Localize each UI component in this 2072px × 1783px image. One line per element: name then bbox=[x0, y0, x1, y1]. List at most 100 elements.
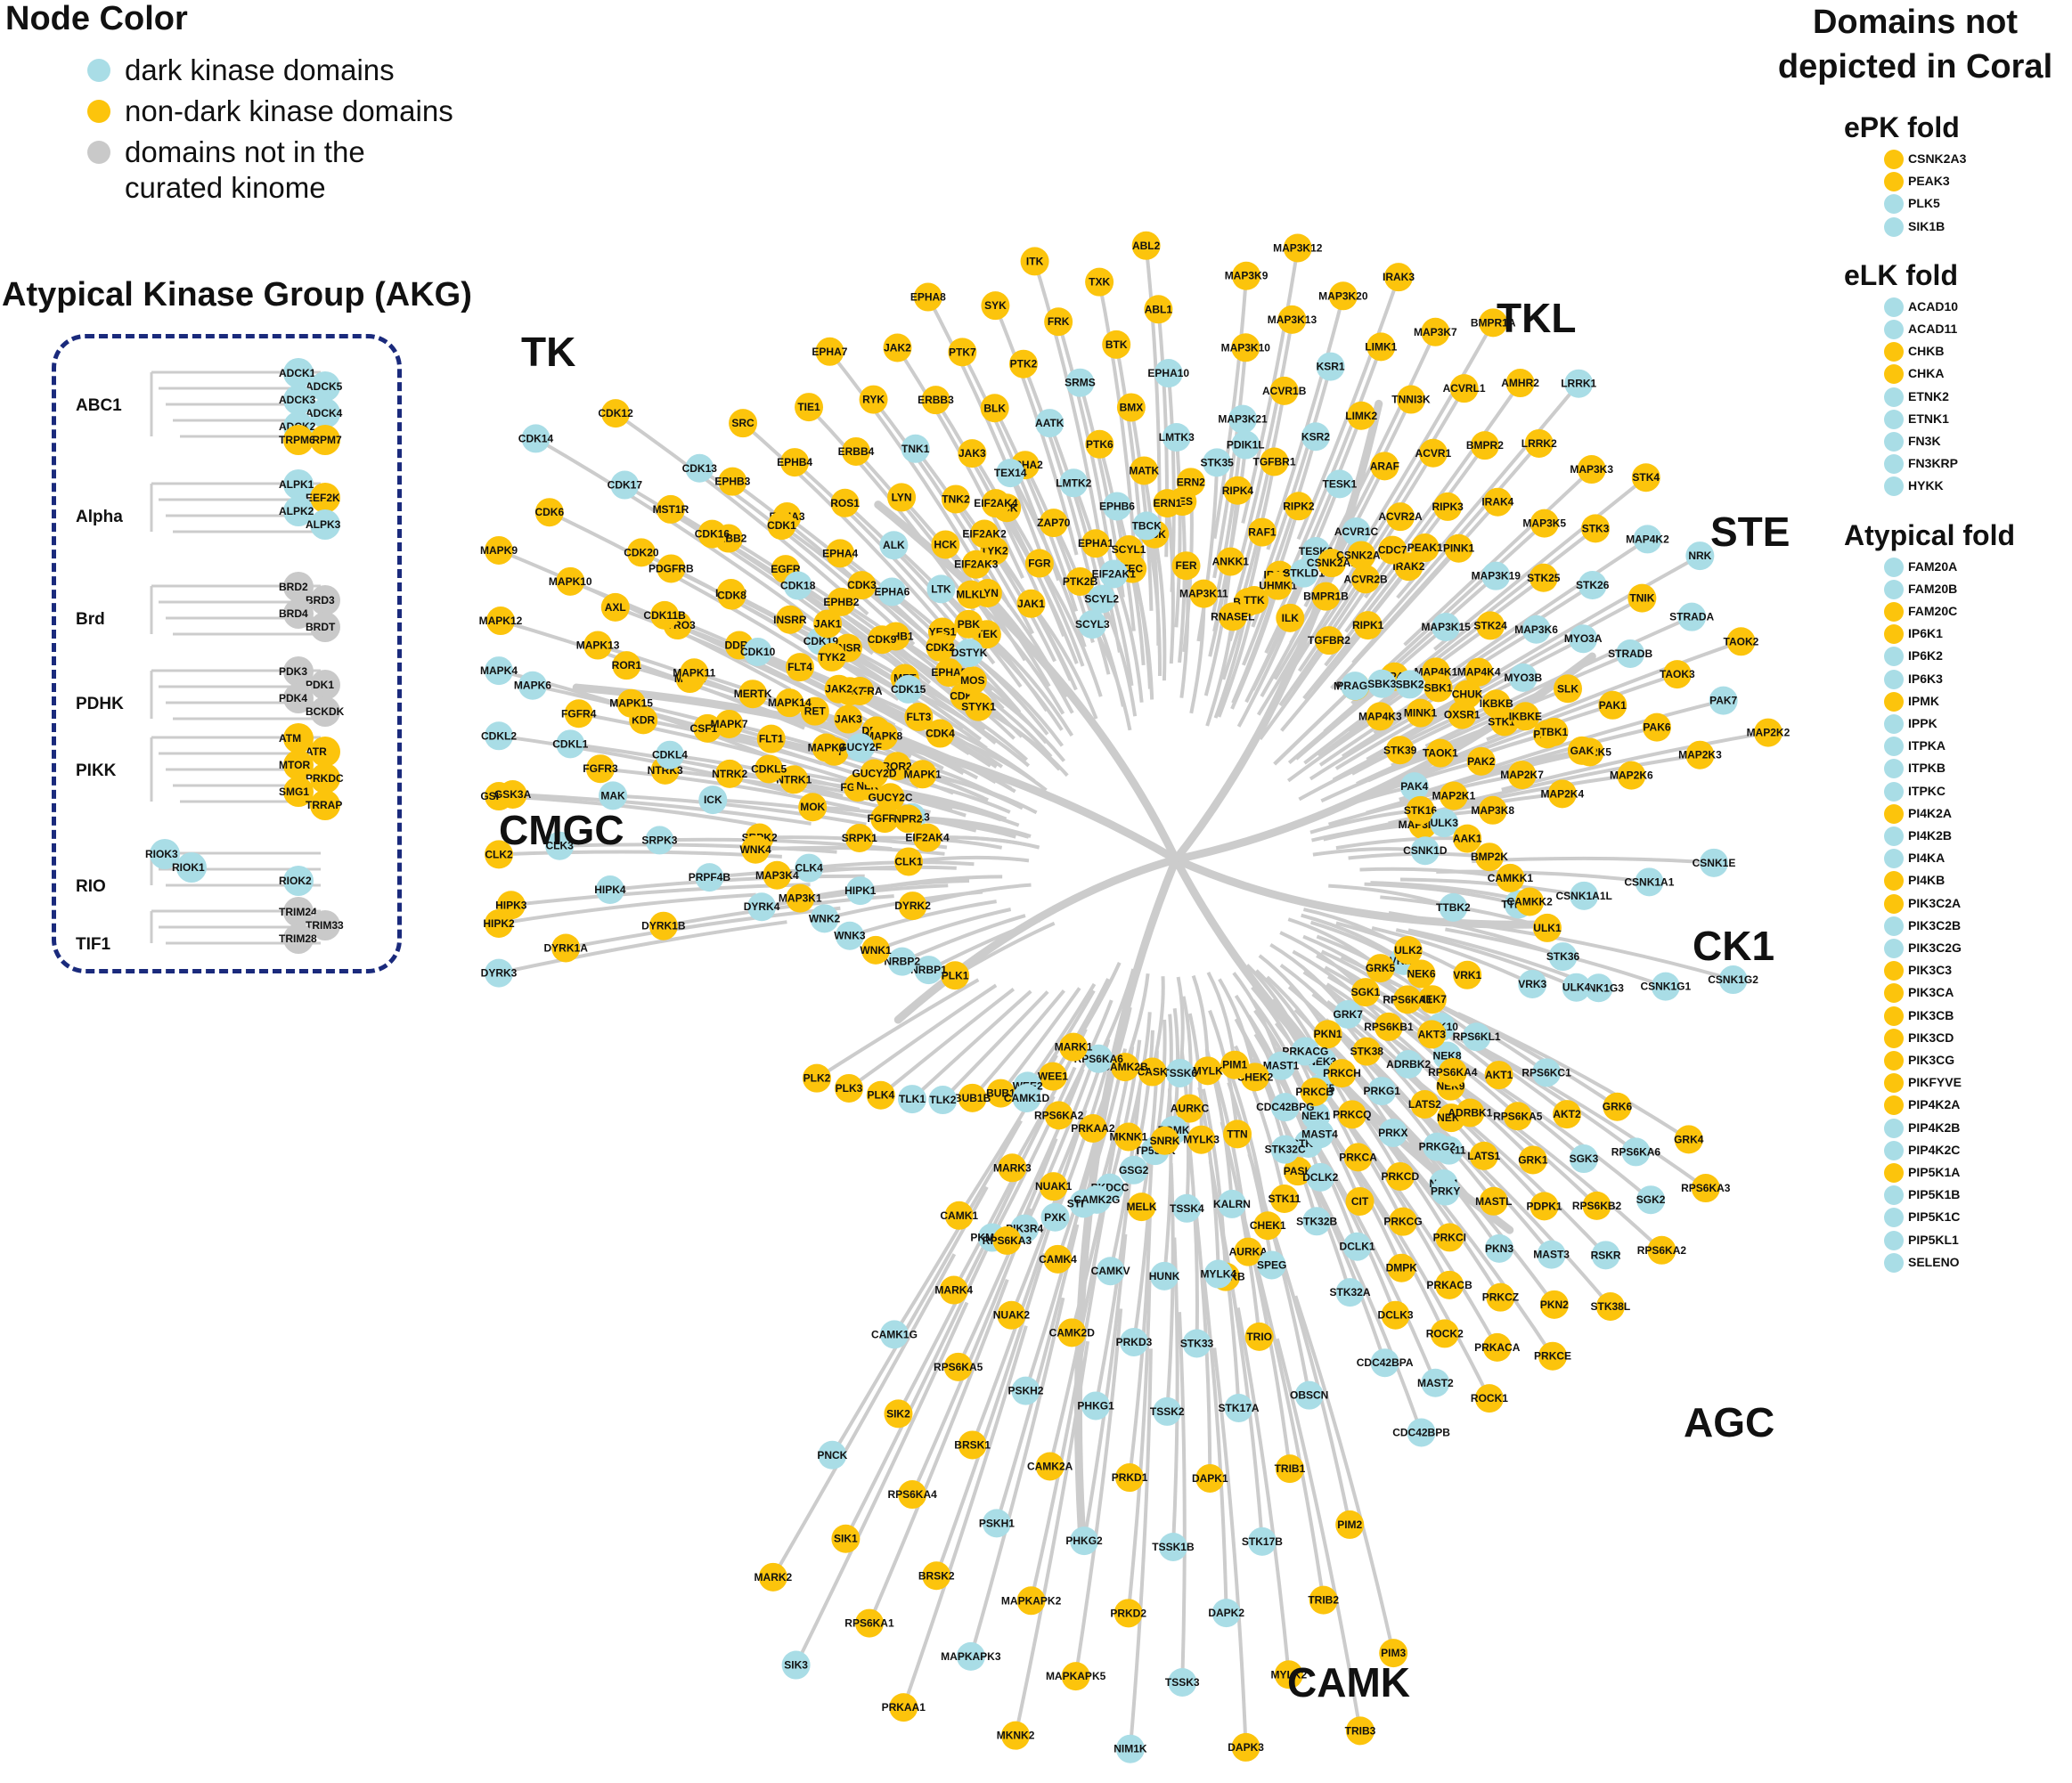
akg-node-brd3 bbox=[310, 585, 340, 615]
kinase-label: ROR2 bbox=[882, 760, 912, 772]
kinase-node-csnk1e bbox=[1699, 848, 1728, 877]
kinase-node-brsk2 bbox=[922, 1561, 951, 1591]
kinase-label: CAMK1G bbox=[871, 1328, 918, 1340]
kinase-node-tssk3 bbox=[1168, 1667, 1197, 1697]
kinase-node-flt3 bbox=[904, 703, 934, 732]
kinase-label: MINK1 bbox=[1404, 707, 1438, 720]
kinase-label: PTK6 bbox=[1086, 438, 1113, 451]
kinase-label: PRKCD bbox=[1381, 1170, 1419, 1183]
kinase-label: MAP2K3 bbox=[1678, 749, 1722, 761]
side-dot-itpkc bbox=[1884, 781, 1904, 802]
kinase-label: AKT3 bbox=[1418, 1028, 1447, 1040]
kinase-node-amhr2 bbox=[1505, 369, 1535, 398]
branch-line bbox=[975, 563, 1068, 698]
side-section-elk-fold: eLK fold bbox=[1844, 258, 1958, 291]
kinase-node-fgfr4 bbox=[564, 699, 593, 729]
kinase-label: CDK1 bbox=[767, 519, 796, 532]
kinase-node-csf1r bbox=[693, 713, 722, 743]
kinase-label: MOS bbox=[960, 674, 984, 687]
kinase-node-trio bbox=[1244, 1322, 1274, 1351]
kinase-node-ripk4 bbox=[1223, 476, 1252, 505]
branch-line bbox=[1434, 537, 1649, 685]
kinase-node-wee1 bbox=[1038, 1062, 1067, 1091]
kinase-node-pim3 bbox=[1379, 1639, 1408, 1668]
kinase-label: SBK3 bbox=[1367, 678, 1396, 690]
kinase-label: RNASEL bbox=[1211, 610, 1254, 623]
kinase-label: FGFR4 bbox=[561, 707, 597, 720]
kinase-label: GAK bbox=[1570, 745, 1595, 757]
kinase-node-map3k4 bbox=[763, 860, 792, 890]
kinase-node-nek7 bbox=[1417, 985, 1447, 1014]
kinase-node-csnk1g3 bbox=[1584, 973, 1613, 1003]
kinase-label: CDK4 bbox=[926, 728, 955, 740]
kinase-label: ITK bbox=[1026, 255, 1044, 267]
branch-line bbox=[1317, 1146, 1438, 1384]
branch-line bbox=[1029, 602, 1098, 720]
kinase-label: ROCK2 bbox=[1426, 1327, 1464, 1339]
kinase-label: ERN2 bbox=[1177, 476, 1205, 488]
branch-line bbox=[854, 450, 1002, 637]
kinase-label: MAP3K19 bbox=[1472, 570, 1521, 582]
kinase-node-prkch bbox=[1327, 1059, 1357, 1088]
kinase-label: AMHR2 bbox=[1501, 377, 1539, 389]
branch-line bbox=[548, 510, 833, 671]
branch-line bbox=[1481, 924, 1734, 981]
branch-line bbox=[498, 794, 756, 826]
kinase-node-phkg2 bbox=[1070, 1527, 1099, 1556]
kinase-node-hipk4 bbox=[595, 875, 624, 905]
kinase-label: ANKK1 bbox=[1212, 556, 1250, 568]
branch-line bbox=[954, 498, 1056, 663]
branch-line bbox=[901, 1325, 1028, 1708]
kinase-node-mapk11 bbox=[680, 658, 709, 688]
kinase-label: CHEK1 bbox=[1250, 1219, 1286, 1232]
kinase-label: BTK bbox=[1105, 338, 1128, 351]
kinase-node-mylk bbox=[1193, 1056, 1222, 1086]
branch-line bbox=[879, 988, 1016, 1097]
kinase-label: ERN1 bbox=[1153, 497, 1181, 509]
kinase-label: ACVR1B bbox=[1262, 385, 1307, 397]
kinase-label: ACVR2A bbox=[1378, 510, 1423, 523]
side-dot-etnk2 bbox=[1884, 387, 1904, 407]
kinase-node-plk1 bbox=[941, 961, 970, 990]
side-item-label: PIP4K2C bbox=[1908, 1142, 1961, 1157]
kinase-node-cdk13 bbox=[685, 453, 714, 483]
branch-line bbox=[849, 900, 997, 938]
kinase-label: PRKCG bbox=[1383, 1216, 1422, 1228]
kinase-node-src bbox=[729, 409, 758, 438]
kinase-label: PRKCZ bbox=[1482, 1291, 1519, 1304]
kinase-node-rskr bbox=[1591, 1241, 1620, 1270]
kinase-label: TRIO bbox=[1246, 1331, 1272, 1343]
kinase-node-alk bbox=[879, 531, 909, 560]
kinase-label: MAPK11 bbox=[673, 666, 715, 679]
kinase-node-prkcz bbox=[1486, 1282, 1515, 1312]
kinase-label: DCLK3 bbox=[1378, 1309, 1414, 1322]
branch-line bbox=[828, 350, 988, 582]
kinase-node-rps6ka1 bbox=[1393, 985, 1423, 1014]
kinase-node-pskh2 bbox=[1011, 1376, 1040, 1405]
group-label-agc: AGC bbox=[1684, 1399, 1775, 1445]
akg-node-prkdc bbox=[310, 763, 340, 794]
kinase-label: HUNK bbox=[1149, 1270, 1180, 1282]
kinase-label: EPHB6 bbox=[1099, 500, 1135, 512]
kinase-label: BRSK1 bbox=[954, 1438, 991, 1451]
kinase-node-lats1 bbox=[1469, 1141, 1498, 1170]
kinase-label: IKBKB bbox=[1480, 697, 1513, 710]
kinase-node-stk39 bbox=[1385, 736, 1415, 765]
kinase-label: PNCK bbox=[817, 1449, 847, 1461]
kinase-node-lats2 bbox=[1410, 1089, 1440, 1119]
kinase-label: FRK bbox=[1048, 315, 1070, 328]
side-item-label: PIKFYVE bbox=[1908, 1075, 1962, 1090]
kinase-node-acvrl1 bbox=[1449, 374, 1479, 403]
kinase-node-chuk bbox=[1453, 680, 1482, 709]
branch-line bbox=[943, 543, 1051, 688]
kinase-node-lmtk2 bbox=[1059, 468, 1089, 498]
kinase-label: DYRK3 bbox=[481, 967, 518, 980]
kinase-label: PASK bbox=[1284, 1165, 1313, 1177]
kinase-node-stkld1 bbox=[1289, 558, 1318, 588]
kinase-node-jak1 bbox=[1016, 589, 1046, 618]
kinase-label: MARK4 bbox=[934, 1284, 973, 1297]
kinase-label: STK24 bbox=[1473, 619, 1507, 631]
kinase-label: NPR2 bbox=[893, 812, 922, 825]
kinase-node-map3k19 bbox=[1481, 561, 1511, 590]
kinase-label: MYLK bbox=[1193, 1064, 1223, 1077]
